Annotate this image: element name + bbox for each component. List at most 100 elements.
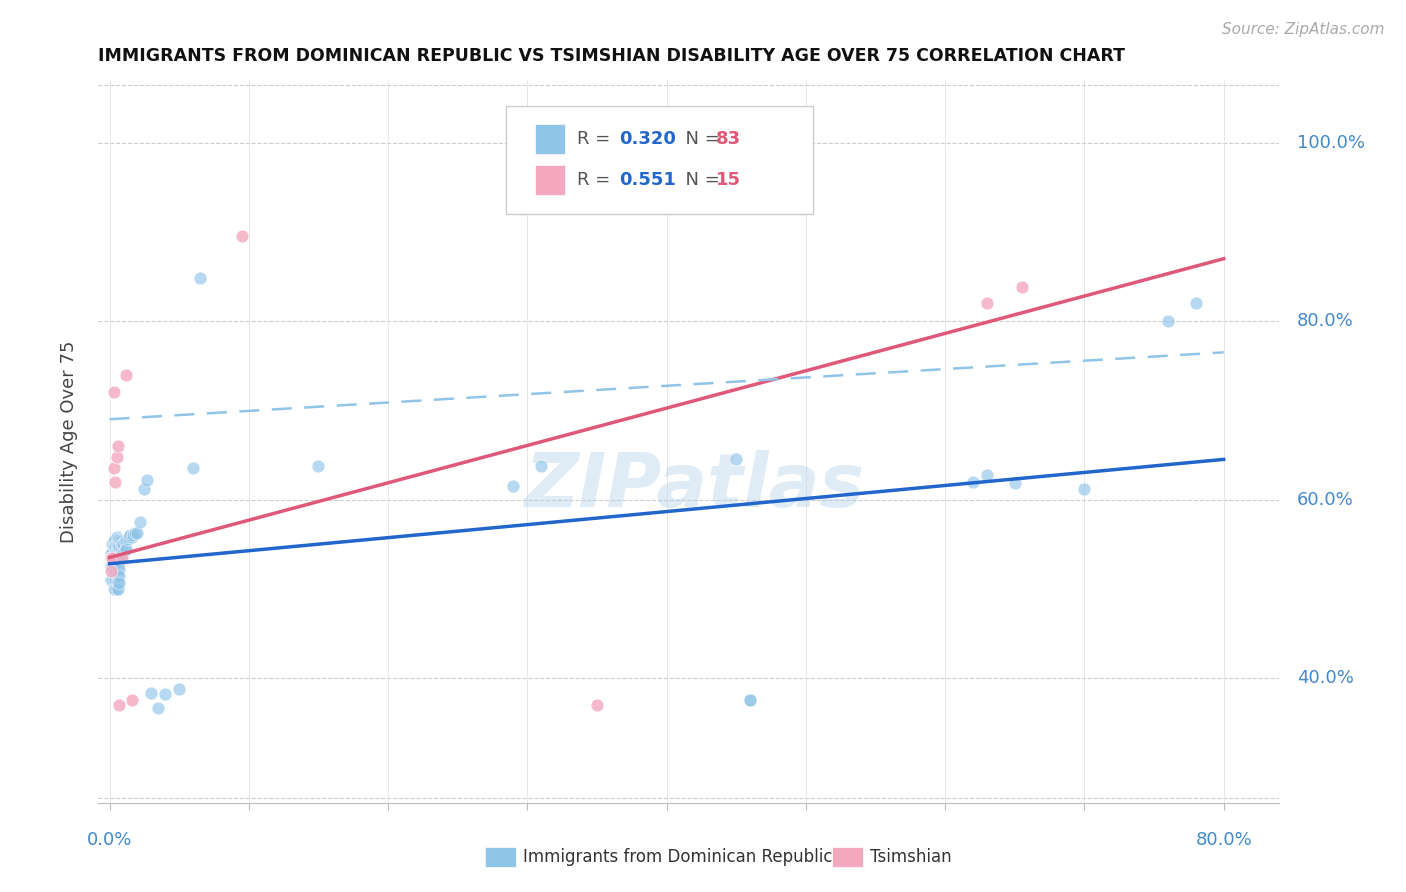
Point bbox=[103, 385, 125, 400]
Point bbox=[115, 533, 138, 547]
Point bbox=[105, 450, 128, 464]
Text: Tsimshian: Tsimshian bbox=[870, 848, 952, 866]
Point bbox=[103, 557, 125, 571]
Point bbox=[100, 559, 122, 574]
Point bbox=[108, 555, 131, 569]
Text: 100.0%: 100.0% bbox=[1298, 134, 1365, 152]
Point bbox=[100, 573, 122, 587]
Point bbox=[117, 532, 139, 546]
Point bbox=[502, 479, 524, 493]
Text: 15: 15 bbox=[716, 171, 741, 189]
Point bbox=[105, 568, 128, 582]
Point bbox=[167, 681, 190, 696]
Point bbox=[114, 534, 136, 549]
Point bbox=[962, 475, 984, 489]
Point bbox=[129, 515, 152, 529]
Point bbox=[181, 461, 204, 475]
Point bbox=[100, 564, 122, 578]
Point bbox=[124, 526, 146, 541]
Point bbox=[107, 582, 129, 596]
Point bbox=[110, 542, 132, 557]
Point bbox=[107, 546, 129, 560]
Point bbox=[1073, 482, 1095, 496]
Point bbox=[188, 271, 211, 285]
Point bbox=[107, 439, 129, 453]
Text: 40.0%: 40.0% bbox=[1298, 669, 1354, 687]
Point bbox=[118, 530, 141, 544]
Text: 83: 83 bbox=[716, 130, 741, 148]
Point bbox=[1157, 314, 1180, 328]
Text: IMMIGRANTS FROM DOMINICAN REPUBLIC VS TSIMSHIAN DISABILITY AGE OVER 75 CORRELATI: IMMIGRANTS FROM DOMINICAN REPUBLIC VS TS… bbox=[98, 47, 1125, 65]
Point bbox=[1011, 280, 1033, 294]
Point bbox=[107, 539, 129, 553]
Point bbox=[104, 475, 127, 489]
Point bbox=[976, 467, 998, 482]
Bar bbox=[536, 165, 565, 195]
Text: N =: N = bbox=[673, 171, 725, 189]
Point bbox=[107, 574, 129, 589]
Point bbox=[308, 458, 330, 473]
Point bbox=[108, 576, 131, 591]
Point bbox=[103, 582, 125, 596]
Point bbox=[108, 533, 131, 547]
Point bbox=[111, 537, 134, 551]
Point bbox=[101, 550, 124, 565]
Point bbox=[103, 539, 125, 553]
Point bbox=[103, 566, 125, 580]
Text: 0.0%: 0.0% bbox=[87, 830, 132, 848]
Point bbox=[121, 530, 143, 544]
Text: R =: R = bbox=[576, 130, 616, 148]
Point bbox=[530, 458, 553, 473]
Point bbox=[127, 525, 149, 540]
Text: Source: ZipAtlas.com: Source: ZipAtlas.com bbox=[1222, 22, 1385, 37]
Text: 0.551: 0.551 bbox=[619, 171, 676, 189]
Point bbox=[740, 693, 762, 707]
Point bbox=[115, 368, 138, 382]
Point bbox=[108, 569, 131, 583]
Point bbox=[136, 473, 159, 487]
Point bbox=[111, 546, 134, 560]
Point bbox=[120, 528, 142, 542]
Point bbox=[108, 540, 131, 554]
Text: R =: R = bbox=[576, 171, 616, 189]
Point bbox=[104, 582, 127, 596]
Point bbox=[104, 564, 127, 578]
Text: Immigrants from Dominican Republic: Immigrants from Dominican Republic bbox=[523, 848, 832, 866]
Y-axis label: Disability Age Over 75: Disability Age Over 75 bbox=[59, 340, 77, 543]
Point bbox=[105, 582, 128, 596]
Point bbox=[1185, 296, 1208, 310]
Point bbox=[100, 550, 122, 565]
Bar bbox=[536, 124, 565, 154]
Point bbox=[107, 560, 129, 574]
Point bbox=[108, 562, 131, 576]
Point bbox=[101, 546, 124, 560]
Point bbox=[107, 567, 129, 582]
Point bbox=[108, 548, 131, 562]
Point bbox=[107, 553, 129, 567]
Point bbox=[100, 546, 122, 560]
Point bbox=[104, 573, 127, 587]
Point bbox=[104, 539, 127, 553]
Point bbox=[111, 550, 134, 565]
Point bbox=[122, 528, 145, 542]
Text: ZIPatlas: ZIPatlas bbox=[524, 450, 865, 523]
Point bbox=[976, 296, 998, 310]
Point bbox=[105, 559, 128, 574]
Point bbox=[148, 701, 170, 715]
Point bbox=[103, 461, 125, 475]
Text: 80.0%: 80.0% bbox=[1298, 312, 1354, 330]
Point bbox=[104, 546, 127, 560]
Point bbox=[114, 543, 136, 558]
Point bbox=[107, 532, 129, 546]
Point bbox=[103, 533, 125, 547]
Text: 0.320: 0.320 bbox=[619, 130, 676, 148]
Point bbox=[104, 533, 127, 547]
Point bbox=[105, 530, 128, 544]
Point bbox=[121, 693, 143, 707]
Point bbox=[103, 548, 125, 562]
Point bbox=[112, 537, 135, 551]
Point bbox=[155, 687, 177, 701]
Point bbox=[740, 693, 762, 707]
Point bbox=[110, 534, 132, 549]
Point bbox=[141, 686, 163, 700]
